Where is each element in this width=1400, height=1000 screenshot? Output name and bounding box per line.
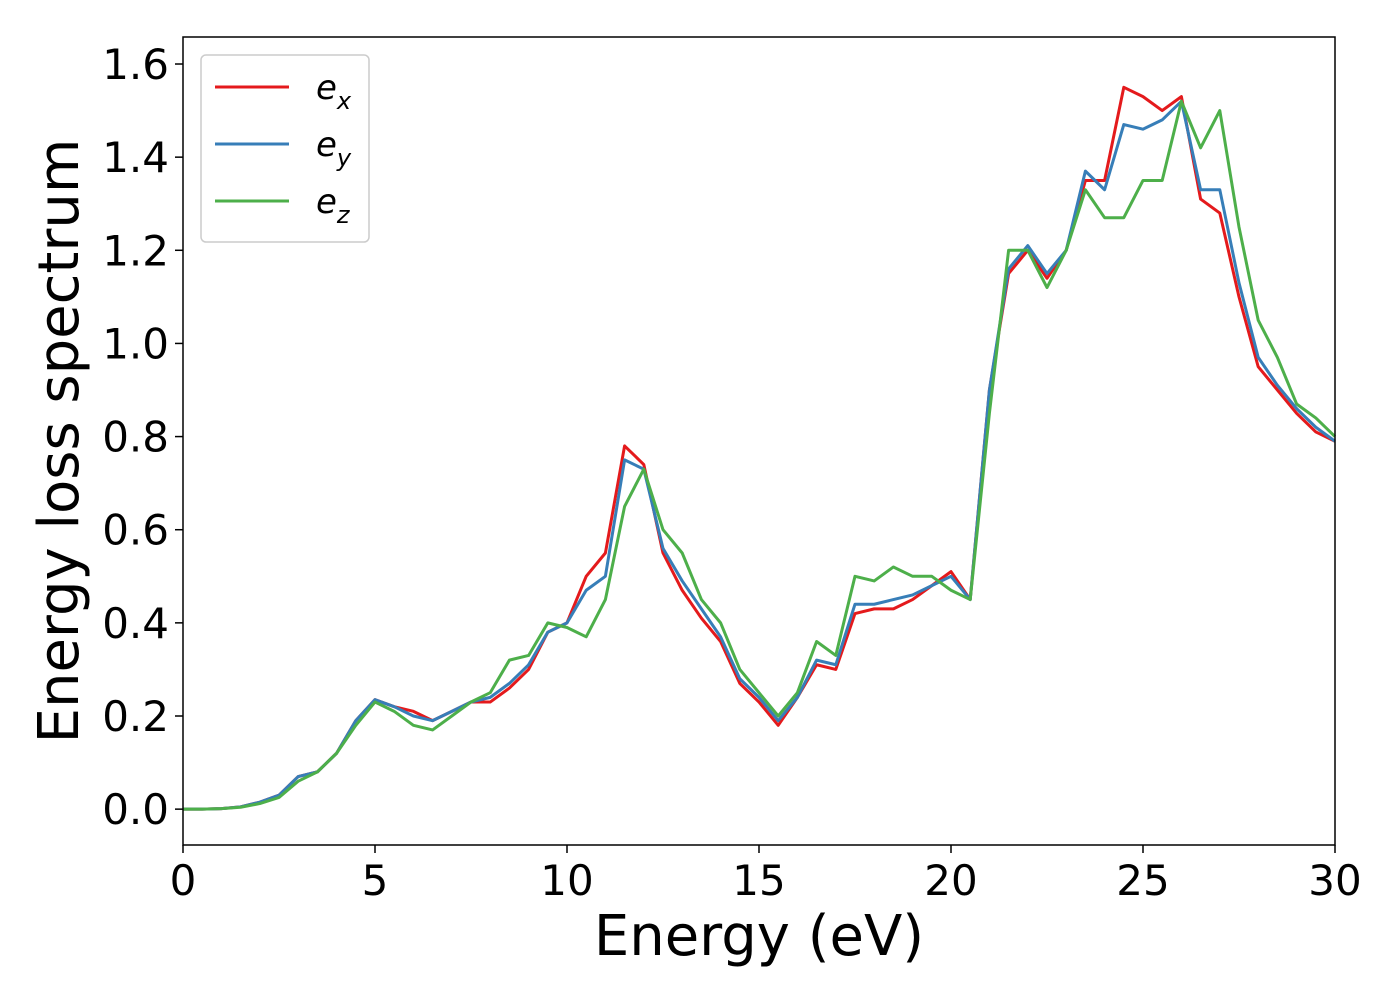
x-tick-label: 20 bbox=[924, 856, 977, 905]
legend-box bbox=[200, 54, 370, 243]
x-axis-label: Energy (eV) bbox=[594, 904, 924, 969]
y-tick-label: 0.4 bbox=[102, 599, 169, 648]
y-tick-label: 1.0 bbox=[102, 319, 169, 368]
y-tick-label: 1.2 bbox=[102, 226, 169, 275]
y-tick-label: 0.8 bbox=[102, 413, 169, 462]
y-tick-label: 0.2 bbox=[102, 692, 169, 741]
y-tick-label: 0.0 bbox=[102, 785, 169, 834]
x-tick-label: 10 bbox=[540, 856, 593, 905]
y-tick-label: 1.6 bbox=[102, 40, 169, 89]
data-line bbox=[183, 99, 1337, 811]
legend-label: ey bbox=[316, 125, 352, 172]
legend-label: ex bbox=[316, 68, 352, 115]
y-tick-label: 0.6 bbox=[102, 506, 169, 555]
x-tick-label: 25 bbox=[1116, 856, 1169, 905]
x-tick-label: 5 bbox=[362, 856, 389, 905]
x-tick-label: 30 bbox=[1308, 856, 1361, 905]
plot-frame bbox=[182, 36, 1336, 846]
data-line bbox=[183, 99, 1336, 811]
y-tick-label: 1.4 bbox=[102, 133, 169, 182]
x-tick-label: 15 bbox=[732, 856, 785, 905]
y-axis-label: Energy loss spectrum bbox=[27, 139, 92, 744]
legend-label: ez bbox=[316, 182, 351, 229]
x-tick-label: 0 bbox=[170, 856, 197, 905]
